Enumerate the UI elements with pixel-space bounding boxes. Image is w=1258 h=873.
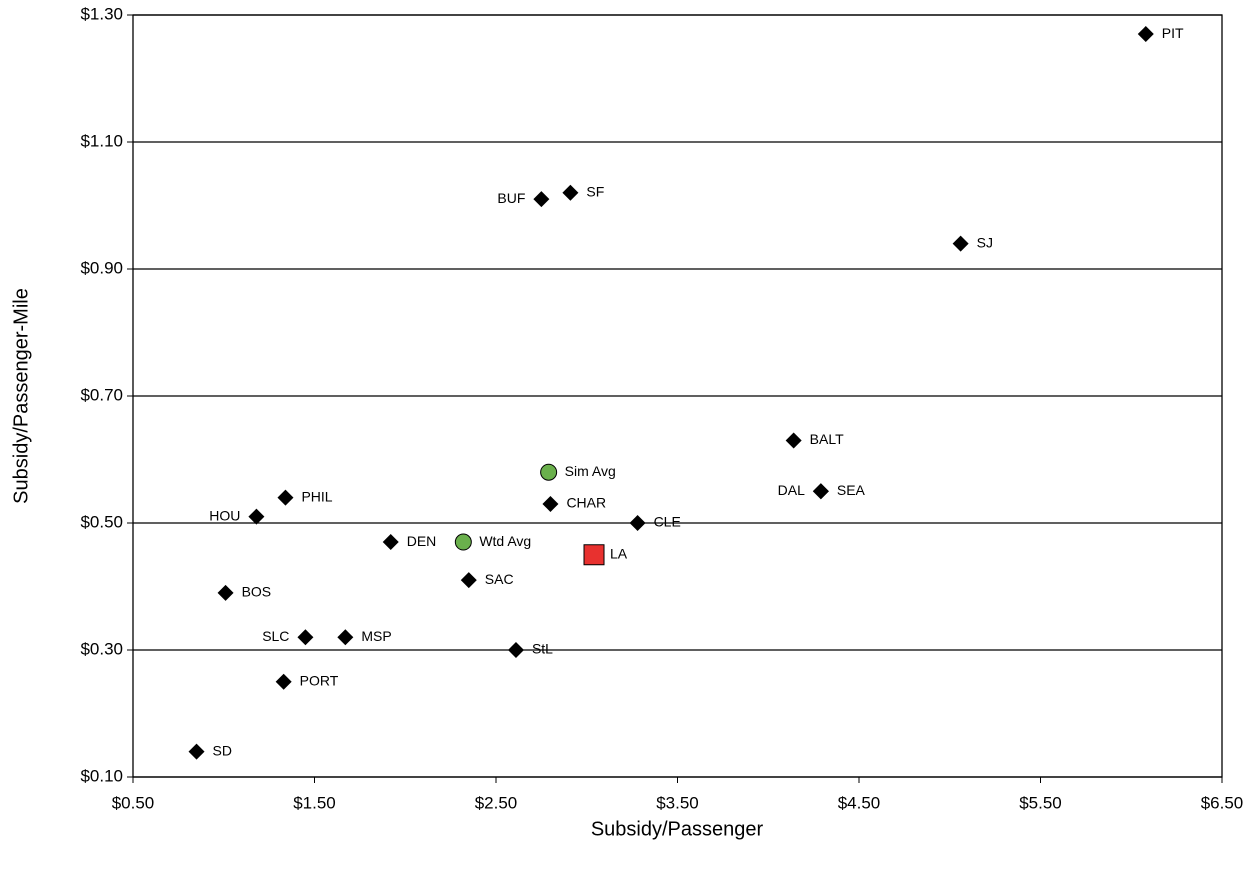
y-tick-label: $0.70 bbox=[80, 385, 123, 404]
point bbox=[785, 432, 802, 449]
point-label: SEA bbox=[837, 482, 866, 498]
point-label: DEN bbox=[407, 533, 437, 549]
point bbox=[629, 515, 646, 531]
point bbox=[337, 629, 354, 646]
point bbox=[217, 584, 234, 601]
point-label: CLE bbox=[654, 514, 681, 530]
point-label: SJ bbox=[977, 234, 993, 250]
point-label: MSP bbox=[361, 628, 391, 644]
point bbox=[533, 191, 550, 208]
y-tick-label: $0.30 bbox=[80, 639, 123, 658]
x-tick-label: $1.50 bbox=[293, 793, 336, 812]
point-label: Wtd Avg bbox=[479, 533, 531, 549]
point bbox=[248, 508, 265, 525]
point bbox=[542, 495, 559, 512]
point bbox=[583, 544, 605, 566]
point-label: CHAR bbox=[566, 495, 606, 511]
point-label: HOU bbox=[209, 507, 240, 523]
x-tick-label: $3.50 bbox=[656, 793, 699, 812]
point-label: DAL bbox=[778, 482, 805, 498]
point-label: StL bbox=[532, 641, 553, 657]
point-label: BOS bbox=[242, 584, 272, 600]
x-tick-label: $0.50 bbox=[112, 793, 155, 812]
point-label: PORT bbox=[300, 672, 339, 688]
y-tick-label: $0.10 bbox=[80, 766, 123, 785]
point-label: PHIL bbox=[301, 488, 332, 504]
point bbox=[382, 534, 399, 551]
y-tick-label: $1.10 bbox=[80, 131, 123, 150]
y-tick-label: $1.30 bbox=[80, 4, 123, 23]
y-tick-label: $0.90 bbox=[80, 258, 123, 277]
point-label: BUF bbox=[497, 190, 525, 206]
point bbox=[952, 235, 969, 252]
point bbox=[562, 184, 579, 201]
point-label: BALT bbox=[810, 431, 844, 447]
point bbox=[1137, 26, 1154, 43]
point-label: Sim Avg bbox=[565, 463, 616, 479]
point bbox=[188, 743, 205, 760]
point-label: SAC bbox=[485, 571, 514, 587]
point bbox=[507, 642, 524, 658]
point bbox=[297, 629, 314, 646]
point-label: SLC bbox=[262, 628, 289, 644]
point-label: LA bbox=[610, 545, 628, 561]
plot-area bbox=[132, 14, 1223, 778]
point bbox=[275, 673, 292, 690]
x-axis-title: Subsidy/Passenger bbox=[591, 818, 764, 840]
y-tick-label: $0.50 bbox=[80, 512, 123, 531]
point bbox=[460, 572, 477, 589]
point-label: SF bbox=[586, 184, 604, 200]
point-label: SD bbox=[213, 742, 232, 758]
point-label: PIT bbox=[1162, 25, 1184, 41]
point bbox=[277, 489, 294, 506]
x-tick-label: $5.50 bbox=[1019, 793, 1062, 812]
point bbox=[540, 463, 558, 481]
x-tick-label: $4.50 bbox=[838, 793, 881, 812]
x-tick-label: $2.50 bbox=[475, 793, 518, 812]
y-axis-title: Subsidy/Passenger-Mile bbox=[10, 288, 32, 504]
x-tick-label: $6.50 bbox=[1201, 793, 1244, 812]
point bbox=[454, 533, 472, 551]
point bbox=[812, 483, 829, 500]
